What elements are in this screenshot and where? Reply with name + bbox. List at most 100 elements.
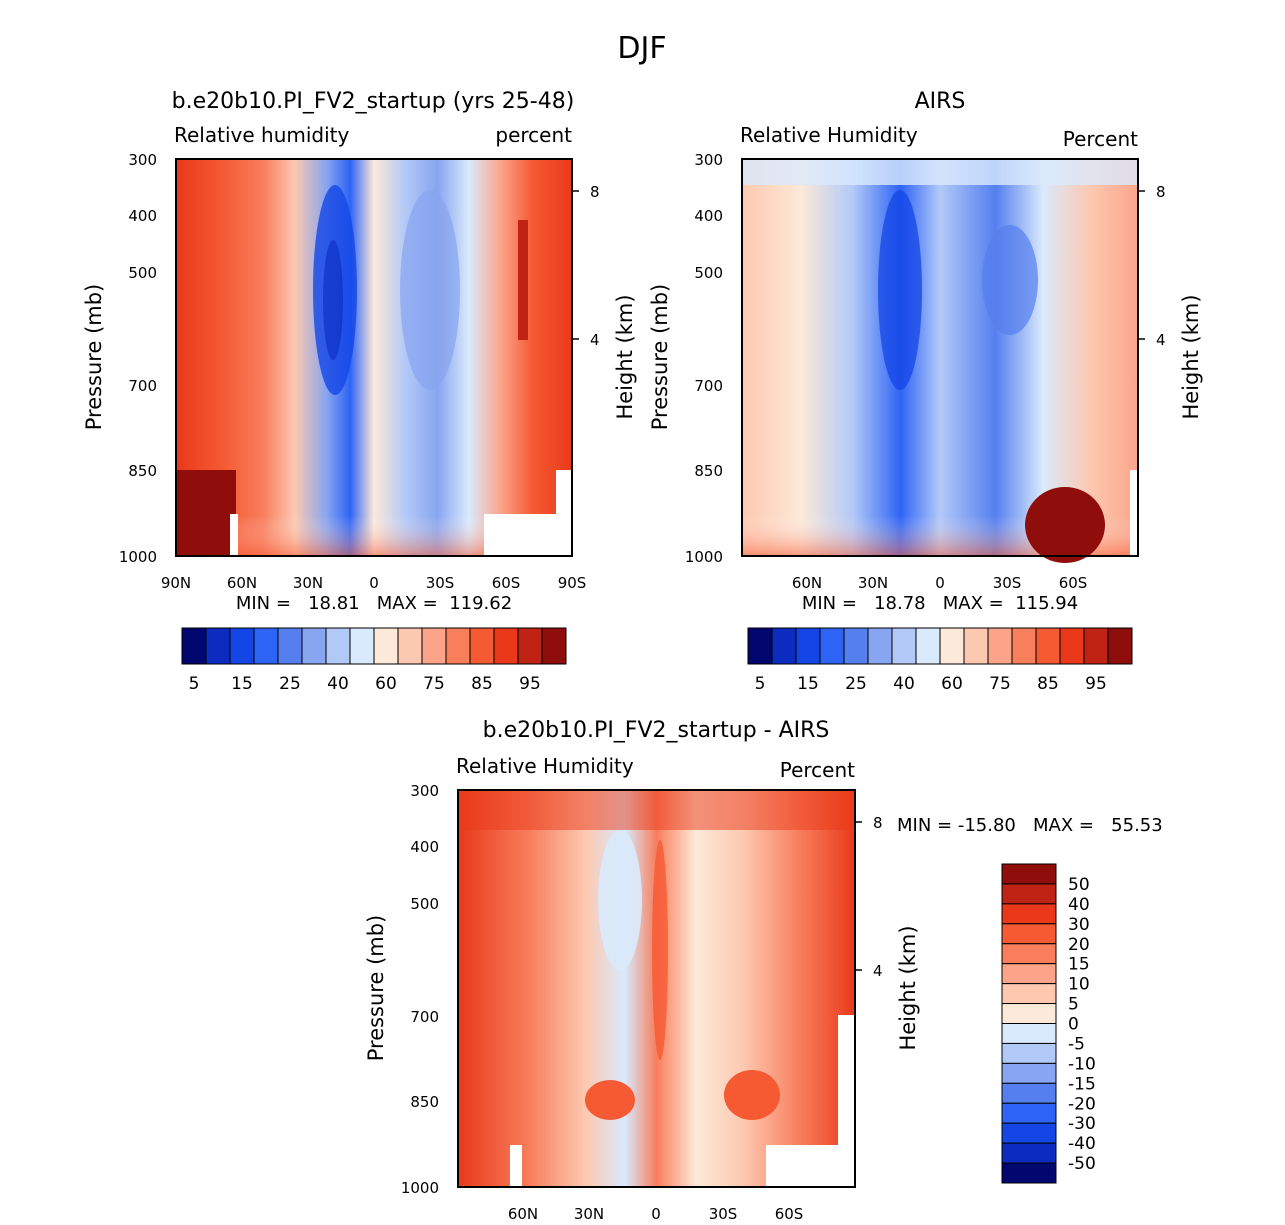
- colorbar-swatch: [939, 627, 965, 665]
- panel-diff-neg-core: [598, 830, 642, 970]
- panel-obs-plot: [741, 158, 1139, 563]
- ytick-1000: 1000: [685, 548, 723, 566]
- colorbar-label: 95: [519, 674, 541, 694]
- colorbar-label: 5: [189, 674, 200, 694]
- colorbar-label: -30: [1068, 1114, 1096, 1134]
- colorbar-swatch: [891, 627, 917, 665]
- colorbar-label: -5: [1068, 1034, 1085, 1054]
- colorbar-swatch: [1001, 923, 1057, 945]
- ytick-500: 500: [694, 264, 723, 282]
- xtick-0: 0: [935, 574, 945, 592]
- panel-model-axis-left: 300 400 500 700 850 1000 Pressure (mb): [82, 151, 157, 566]
- colorbar-label: 75: [423, 674, 445, 694]
- panel-model-mask-1: [230, 514, 238, 556]
- panel-obs-axis-bottom: 60N 30N 0 30S 60S: [792, 574, 1087, 592]
- height-tick-4: 4: [873, 962, 883, 980]
- xtick-60s: 60S: [1059, 574, 1088, 592]
- panel-obs-axis-left: 300 400 500 700 850 1000 Pressure (mb): [648, 151, 723, 566]
- colorbar-swatch: [1001, 1042, 1057, 1064]
- panel-diff-title: b.e20b10.PI_FV2_startup - AIRS: [483, 718, 830, 743]
- xtick-0: 0: [369, 574, 379, 592]
- colorbar-swatch: [987, 627, 1013, 665]
- xtick-30n: 30N: [293, 574, 323, 592]
- panel-model-stats: MIN = 18.81 MAX = 119.62: [236, 593, 512, 614]
- panel-model-axis-bottom: 90N 60N 30N 0 30S 60S 90S: [161, 574, 586, 592]
- panel-diff-right-label: Percent: [780, 758, 855, 782]
- colorbar-swatch: [181, 627, 207, 665]
- ytick-700: 700: [410, 1008, 439, 1026]
- colorbar-label: 30: [1068, 915, 1090, 935]
- colorbar-swatch: [1059, 627, 1085, 665]
- colorbar-swatch: [1001, 1162, 1057, 1184]
- panel-obs-colorbar: 5 15 25 40 60 75 85 95: [747, 627, 1133, 694]
- colorbar-swatch: [1001, 1142, 1057, 1164]
- colorbar-label: 25: [279, 674, 301, 694]
- colorbar-swatch: [1001, 963, 1057, 985]
- panel-diff-axis-bottom: 60N 30N 0 30S 60S: [508, 1205, 803, 1223]
- colorbar-label: 40: [1068, 895, 1090, 915]
- colorbar-label: 40: [893, 674, 915, 694]
- panel-model-mask-2: [484, 514, 556, 556]
- ytick-400: 400: [128, 207, 157, 225]
- panel-obs-right-label: Percent: [1063, 127, 1138, 151]
- xtick-60n: 60N: [508, 1205, 538, 1223]
- colorbar-label: -40: [1068, 1134, 1096, 1154]
- panel-obs-axis-right: 8 4 Height (km): [1138, 183, 1203, 420]
- colorbar-swatch: [1083, 627, 1109, 665]
- colorbar-label: 20: [1068, 935, 1090, 955]
- panel-diff-ylabel: Pressure (mb): [364, 915, 388, 1062]
- ytick-500: 500: [410, 895, 439, 913]
- colorbar-label: 50: [1068, 875, 1090, 895]
- panel-model-dry-core-2: [400, 190, 460, 390]
- colorbar-swatch: [277, 627, 303, 665]
- panel-model-dry-core-inner: [323, 240, 343, 360]
- colorbar-swatch: [1001, 883, 1057, 905]
- panel-obs-stats: MIN = 18.78 MAX = 115.94: [802, 593, 1078, 614]
- colorbar-label: -50: [1068, 1154, 1096, 1174]
- ytick-1000: 1000: [401, 1179, 439, 1197]
- colorbar-swatch: [445, 627, 471, 665]
- panel-model-moist-ne: [518, 220, 528, 340]
- height-tick-8: 8: [590, 183, 600, 201]
- colorbar-swatch: [325, 627, 351, 665]
- panel-obs-ylabel: Pressure (mb): [648, 284, 672, 431]
- xtick-90s: 90S: [558, 574, 587, 592]
- colorbar-swatch: [1011, 627, 1037, 665]
- colorbar-swatch: [795, 627, 821, 665]
- panel-diff: b.e20b10.PI_FV2_startup - AIRS Relative …: [364, 718, 1163, 1223]
- ytick-850: 850: [694, 462, 723, 480]
- colorbar-label: 40: [327, 674, 349, 694]
- panel-diff-plot: [457, 789, 856, 1188]
- colorbar-swatch: [301, 627, 327, 665]
- ytick-700: 700: [694, 377, 723, 395]
- xtick-30s: 30S: [993, 574, 1022, 592]
- ytick-300: 300: [410, 782, 439, 800]
- panel-model-moist-sw: [176, 470, 236, 556]
- panel-diff-mask-2: [766, 1145, 855, 1187]
- colorbar-label: 85: [471, 674, 493, 694]
- panel-obs-dry-core: [878, 190, 922, 390]
- panel-diff-frame: [457, 789, 856, 1188]
- panel-obs-top-band: [742, 159, 1138, 185]
- colorbar-label: 75: [989, 674, 1011, 694]
- colorbar-label: 15: [1068, 955, 1090, 975]
- colorbar-label: 60: [941, 674, 963, 694]
- colorbar-swatch: [517, 627, 543, 665]
- ytick-850: 850: [128, 462, 157, 480]
- panel-model: b.e20b10.PI_FV2_startup (yrs 25-48) Rela…: [82, 89, 637, 694]
- colorbar-swatch: [915, 627, 941, 665]
- panel-diff-ylabel-right: Height (km): [896, 925, 920, 1050]
- colorbar-swatch: [229, 627, 255, 665]
- panel-model-title: b.e20b10.PI_FV2_startup (yrs 25-48): [172, 89, 575, 114]
- colorbar-swatch: [469, 627, 495, 665]
- panel-diff-mask-1: [510, 1145, 522, 1187]
- ytick-400: 400: [410, 838, 439, 856]
- panel-obs-dry-core-2: [982, 225, 1038, 335]
- colorbar-label: 5: [755, 674, 766, 694]
- colorbar-label: 85: [1037, 674, 1059, 694]
- colorbar-swatch: [1001, 943, 1057, 965]
- panel-obs-moist-core: [1025, 487, 1105, 563]
- colorbar-swatch: [963, 627, 989, 665]
- colorbar-label: -20: [1068, 1094, 1096, 1114]
- xtick-30n: 30N: [574, 1205, 604, 1223]
